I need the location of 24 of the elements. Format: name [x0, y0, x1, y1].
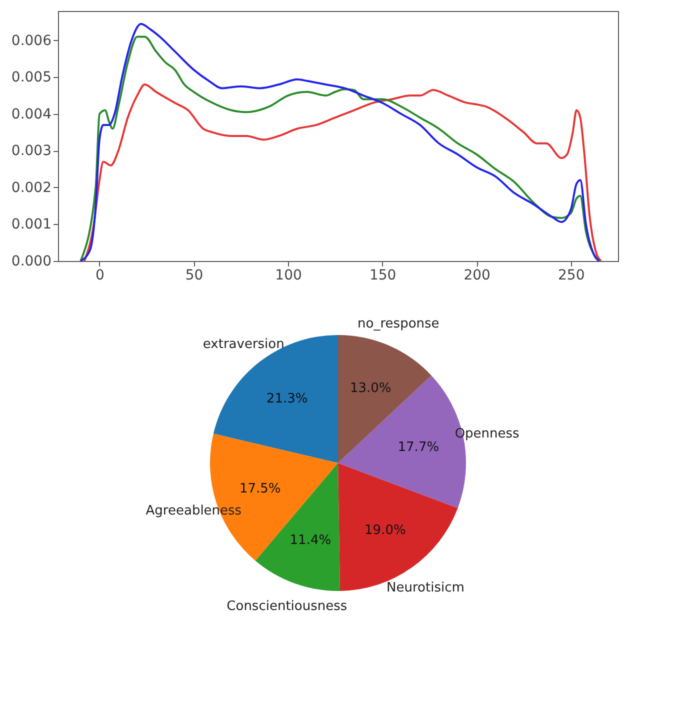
line-series: [83, 84, 602, 262]
data-label: 17.7%: [398, 440, 440, 455]
slice-label: extraversion: [202, 336, 284, 352]
x-tick-label: 0: [96, 268, 104, 284]
x-tick-label: 250: [558, 268, 585, 284]
x-tick-label: 200: [464, 268, 490, 284]
slice-label: no_response: [358, 316, 440, 332]
y-tick-label: 0.004: [11, 106, 52, 122]
y-tick-label: 0.002: [11, 180, 52, 196]
y-tick-label: 0.006: [11, 32, 52, 49]
data-label: 13.0%: [350, 380, 392, 396]
data-label: 17.5%: [239, 482, 281, 497]
x-tick-label: 100: [275, 268, 302, 284]
data-label: 11.4%: [290, 533, 332, 548]
y-tick-label: 0.000: [11, 254, 52, 270]
y-tick-label: 0.001: [11, 216, 52, 233]
slice-label: Conscientiousness: [226, 599, 348, 614]
y-tick-label: 0.005: [11, 70, 52, 86]
y-tick-label: 0.003: [11, 143, 52, 160]
data-label: 21.3%: [266, 392, 308, 407]
data-label: 19.0%: [364, 523, 406, 538]
x-tick-label: 150: [369, 268, 396, 284]
x-tick-label: 50: [185, 268, 204, 284]
slice-label: Neurotisicm: [386, 580, 464, 596]
